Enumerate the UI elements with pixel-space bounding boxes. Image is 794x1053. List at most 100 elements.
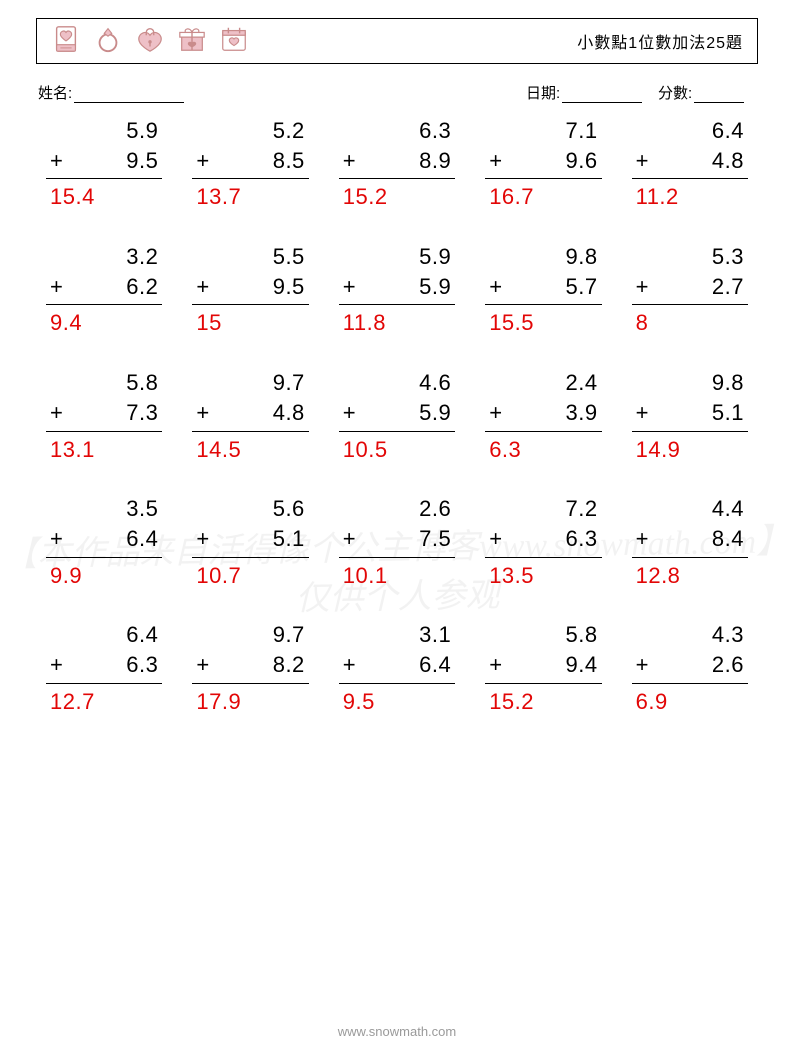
operand-a: 5.2 <box>192 116 308 146</box>
operand-a: 7.1 <box>485 116 601 146</box>
rule-line <box>46 304 162 305</box>
rule-line <box>485 683 601 684</box>
problem: 4.4+8.412.8 <box>632 494 748 590</box>
problem: 3.5+6.49.9 <box>46 494 162 590</box>
answer: 12.7 <box>46 687 162 717</box>
operand-b-row: +6.3 <box>46 650 162 680</box>
rule-line <box>46 557 162 558</box>
rule-line <box>485 178 601 179</box>
rule-line <box>192 683 308 684</box>
operand-a: 3.1 <box>339 620 455 650</box>
answer: 9.9 <box>46 561 162 591</box>
heart-book-icon <box>51 24 81 59</box>
problem: 3.2+6.29.4 <box>46 242 162 338</box>
name-label: 姓名: <box>38 82 72 103</box>
answer: 14.5 <box>192 435 308 465</box>
operand-a: 4.3 <box>632 620 748 650</box>
operand-b: 8.9 <box>419 146 451 176</box>
score-blank[interactable] <box>694 88 744 103</box>
name-blank[interactable] <box>74 88 184 103</box>
operator: + <box>489 146 502 176</box>
answer: 15.4 <box>46 182 162 212</box>
problem: 7.1+9.616.7 <box>485 116 601 212</box>
operand-b-row: +6.2 <box>46 272 162 302</box>
operand-b: 5.9 <box>419 272 451 302</box>
info-line: 姓名:日期:分數: <box>38 82 756 102</box>
problem: 5.3+2.78 <box>632 242 748 338</box>
operand-b: 6.4 <box>126 524 158 554</box>
operator: + <box>636 650 649 680</box>
operand-b: 6.3 <box>126 650 158 680</box>
date-field: 日期: <box>526 82 642 103</box>
name-field: 姓名: <box>38 82 184 103</box>
header-icon-row <box>51 24 249 59</box>
problem: 5.9+9.515.4 <box>46 116 162 212</box>
operator: + <box>50 272 63 302</box>
rule-line <box>339 431 455 432</box>
date-label: 日期: <box>526 82 560 103</box>
operand-b: 5.9 <box>419 398 451 428</box>
operand-b-row: +6.4 <box>46 524 162 554</box>
operator: + <box>636 146 649 176</box>
answer: 15.2 <box>339 182 455 212</box>
answer: 15.2 <box>485 687 601 717</box>
answer: 10.7 <box>192 561 308 591</box>
operand-b-row: +6.4 <box>339 650 455 680</box>
operator: + <box>343 650 356 680</box>
problems-grid: 5.9+9.515.45.2+8.513.76.3+8.915.27.1+9.6… <box>46 116 748 716</box>
problem: 6.4+4.811.2 <box>632 116 748 212</box>
answer: 9.5 <box>339 687 455 717</box>
rule-line <box>46 431 162 432</box>
footer-link: www.snowmath.com <box>0 1024 794 1039</box>
operand-a: 5.9 <box>339 242 455 272</box>
operator: + <box>196 146 209 176</box>
operator: + <box>489 524 502 554</box>
operand-b: 9.5 <box>273 272 305 302</box>
operator: + <box>50 146 63 176</box>
answer: 13.7 <box>192 182 308 212</box>
answer: 10.1 <box>339 561 455 591</box>
operator: + <box>343 398 356 428</box>
operand-b: 8.4 <box>712 524 744 554</box>
operand-a: 5.8 <box>485 620 601 650</box>
problem: 2.6+7.510.1 <box>339 494 455 590</box>
operand-b-row: +8.9 <box>339 146 455 176</box>
operand-b-row: +7.5 <box>339 524 455 554</box>
rule-line <box>339 304 455 305</box>
operand-b-row: +5.9 <box>339 272 455 302</box>
problem: 9.8+5.715.5 <box>485 242 601 338</box>
operand-a: 3.2 <box>46 242 162 272</box>
operand-b-row: +7.3 <box>46 398 162 428</box>
rule-line <box>485 304 601 305</box>
operand-b: 6.2 <box>126 272 158 302</box>
operand-b: 6.3 <box>566 524 598 554</box>
problem: 9.7+4.814.5 <box>192 368 308 464</box>
operand-b-row: +4.8 <box>632 146 748 176</box>
operand-b-row: +8.2 <box>192 650 308 680</box>
operand-b-row: +2.7 <box>632 272 748 302</box>
operator: + <box>489 650 502 680</box>
operator: + <box>343 272 356 302</box>
operand-b: 9.4 <box>566 650 598 680</box>
worksheet-page: 小數點1位數加法25題 姓名:日期:分數: 5.9+9.515.45.2+8.5… <box>0 0 794 1053</box>
answer: 11.2 <box>632 182 748 212</box>
rule-line <box>632 178 748 179</box>
answer: 13.1 <box>46 435 162 465</box>
operator: + <box>636 272 649 302</box>
operand-b-row: +8.5 <box>192 146 308 176</box>
date-blank[interactable] <box>562 88 642 103</box>
header-bar: 小數點1位數加法25題 <box>36 18 758 64</box>
answer: 14.9 <box>632 435 748 465</box>
rule-line <box>339 178 455 179</box>
operand-a: 9.7 <box>192 620 308 650</box>
problem: 4.3+2.66.9 <box>632 620 748 716</box>
operand-b: 3.9 <box>566 398 598 428</box>
problem: 4.6+5.910.5 <box>339 368 455 464</box>
problem: 5.2+8.5 13.7 <box>192 116 308 212</box>
heart-lock-icon <box>135 24 165 59</box>
rule-line <box>192 557 308 558</box>
rule-line <box>632 431 748 432</box>
answer: 11.8 <box>339 308 455 338</box>
operator: + <box>50 650 63 680</box>
answer: 13.5 <box>485 561 601 591</box>
